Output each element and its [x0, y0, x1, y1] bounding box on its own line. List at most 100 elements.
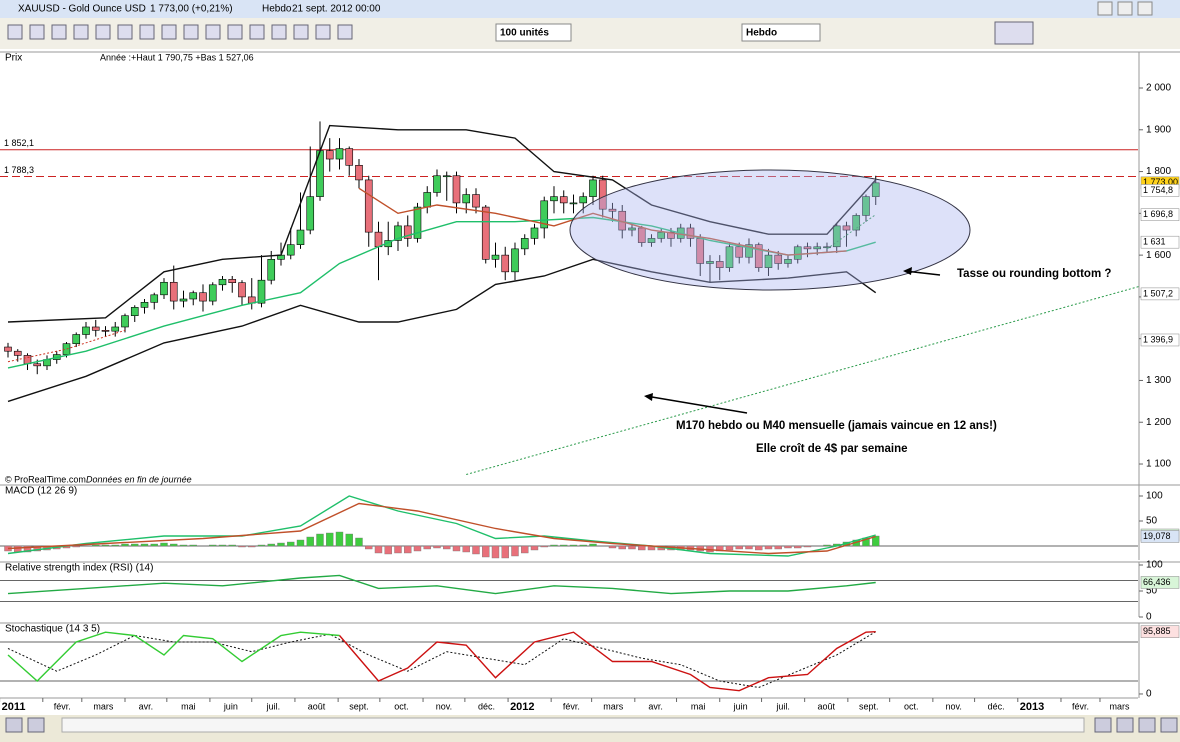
macd-bar	[267, 543, 275, 547]
tool-button[interactable]	[139, 24, 155, 40]
plot: Prix Année :+Haut 1 790,75 +Bas 1 527,06 2…	[0, 51, 1180, 713]
toolbar-tools	[7, 21, 1034, 45]
y-tick-label: 50	[1146, 516, 1158, 527]
macd-bar	[823, 544, 831, 547]
macd-bar	[589, 543, 597, 547]
print-button[interactable]	[5, 717, 23, 733]
quantity-value: 100 unités	[500, 28, 549, 39]
candle-body	[667, 231, 675, 239]
export-button[interactable]	[27, 717, 45, 733]
candle-body	[803, 246, 812, 250]
maximize-button[interactable]	[1117, 1, 1133, 16]
value-marker	[1140, 625, 1180, 638]
macd-bar	[638, 545, 646, 551]
macd-bar	[92, 544, 100, 547]
candle-body	[345, 148, 354, 166]
candle-body	[140, 302, 149, 308]
macd-bar	[745, 545, 753, 550]
tool-button[interactable]	[183, 24, 199, 40]
tool-button[interactable]	[293, 24, 309, 40]
candle-body	[394, 225, 402, 241]
tool-button[interactable]	[117, 24, 133, 40]
x-tick-label: oct.	[904, 701, 919, 711]
y-tick-label: 1 200	[1146, 417, 1171, 428]
candle-body	[218, 279, 227, 286]
macd-bar	[23, 545, 32, 553]
macd-bar	[433, 545, 441, 549]
macd-bar	[121, 543, 129, 547]
macd-bar	[482, 545, 490, 558]
macd-bar	[501, 545, 509, 559]
window-date: 21 sept. 2012 00:00	[292, 4, 381, 15]
candle-body	[101, 330, 110, 332]
macd-bar	[560, 544, 568, 547]
value-marker	[1140, 208, 1180, 221]
close-button[interactable]	[1137, 1, 1153, 16]
zoom-button[interactable]	[1116, 717, 1134, 733]
candle-body	[725, 246, 734, 268]
macd-bar	[101, 544, 110, 547]
indicator-line	[338, 631, 876, 692]
candle-body	[628, 227, 636, 231]
candle-body	[481, 206, 490, 260]
macd-bar	[287, 541, 295, 547]
macd-bar	[521, 545, 529, 554]
tool-button[interactable]	[95, 24, 111, 40]
candle-body	[355, 164, 363, 181]
candle-body	[325, 150, 334, 160]
candle-body	[647, 238, 656, 243]
chart-area	[0, 49, 1180, 715]
candle-body	[598, 179, 607, 210]
scrollbar[interactable]	[61, 717, 1085, 733]
macd-bar	[316, 533, 324, 547]
value-marker	[1140, 333, 1180, 347]
candle-body	[267, 259, 276, 281]
tool-button[interactable]	[205, 24, 221, 40]
annotation: Elle croît de 4$ par semaine	[756, 443, 908, 455]
x-tick-label: 2011	[2, 701, 26, 713]
value-marker	[1140, 287, 1180, 301]
x-tick-label: juil.	[266, 701, 281, 711]
macd-bar	[33, 545, 41, 552]
macd-bar	[189, 544, 197, 547]
candle-body	[228, 279, 237, 283]
tool-button[interactable]	[161, 24, 177, 40]
candle-body	[462, 194, 471, 204]
candle-body	[501, 254, 510, 273]
candle-body	[511, 248, 519, 273]
chart-style-button[interactable]	[994, 21, 1034, 45]
tool-button[interactable]	[271, 24, 287, 40]
zoom-button[interactable]	[1094, 717, 1112, 733]
macd-bar	[423, 545, 431, 550]
macd-bar	[404, 545, 412, 554]
x-tick-label: févr.	[1072, 701, 1089, 711]
price-level-label: 1 788,3	[4, 165, 34, 175]
indicator-line	[7, 124, 877, 323]
tool-button[interactable]	[315, 24, 331, 40]
y-tick-label: 1 600	[1146, 250, 1171, 261]
tool-button[interactable]	[29, 24, 45, 40]
period-select[interactable]	[741, 23, 821, 42]
tool-button[interactable]	[73, 24, 89, 40]
tool-button[interactable]	[51, 24, 67, 40]
macd-bar	[491, 545, 500, 559]
x-tick-label: mars	[1109, 701, 1129, 711]
x-tick-label: sept.	[349, 701, 369, 711]
candle-body	[189, 292, 198, 300]
quantity-select[interactable]	[495, 23, 572, 42]
tool-button[interactable]	[227, 24, 243, 40]
tool-button[interactable]	[249, 24, 265, 40]
annotation: M170 hebdo ou M40 mensuelle (jamais vain…	[676, 420, 997, 432]
macd-bar	[277, 542, 285, 547]
x-tick-label: févr.	[563, 701, 580, 711]
value-marker	[1140, 235, 1180, 249]
tool-button[interactable]	[337, 24, 353, 40]
x-tick-label: déc.	[988, 701, 1005, 711]
zoom-button[interactable]	[1138, 717, 1156, 733]
zoom-button[interactable]	[1160, 717, 1178, 733]
macd-bar	[413, 545, 422, 552]
candle-body	[491, 254, 500, 260]
minimize-button[interactable]	[1097, 1, 1113, 16]
tool-button[interactable]	[7, 24, 23, 40]
macd-bar	[170, 543, 178, 547]
